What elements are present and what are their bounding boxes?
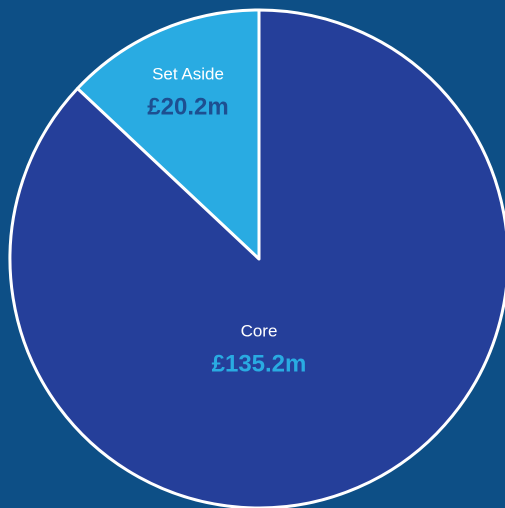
value-label: £20.2m xyxy=(147,93,228,120)
pie-slice xyxy=(76,8,261,261)
pie-slice xyxy=(8,8,505,508)
slice-label: Set Aside xyxy=(152,64,224,83)
value-label: £135.2m xyxy=(212,350,307,377)
slice-label: Core xyxy=(241,321,278,340)
